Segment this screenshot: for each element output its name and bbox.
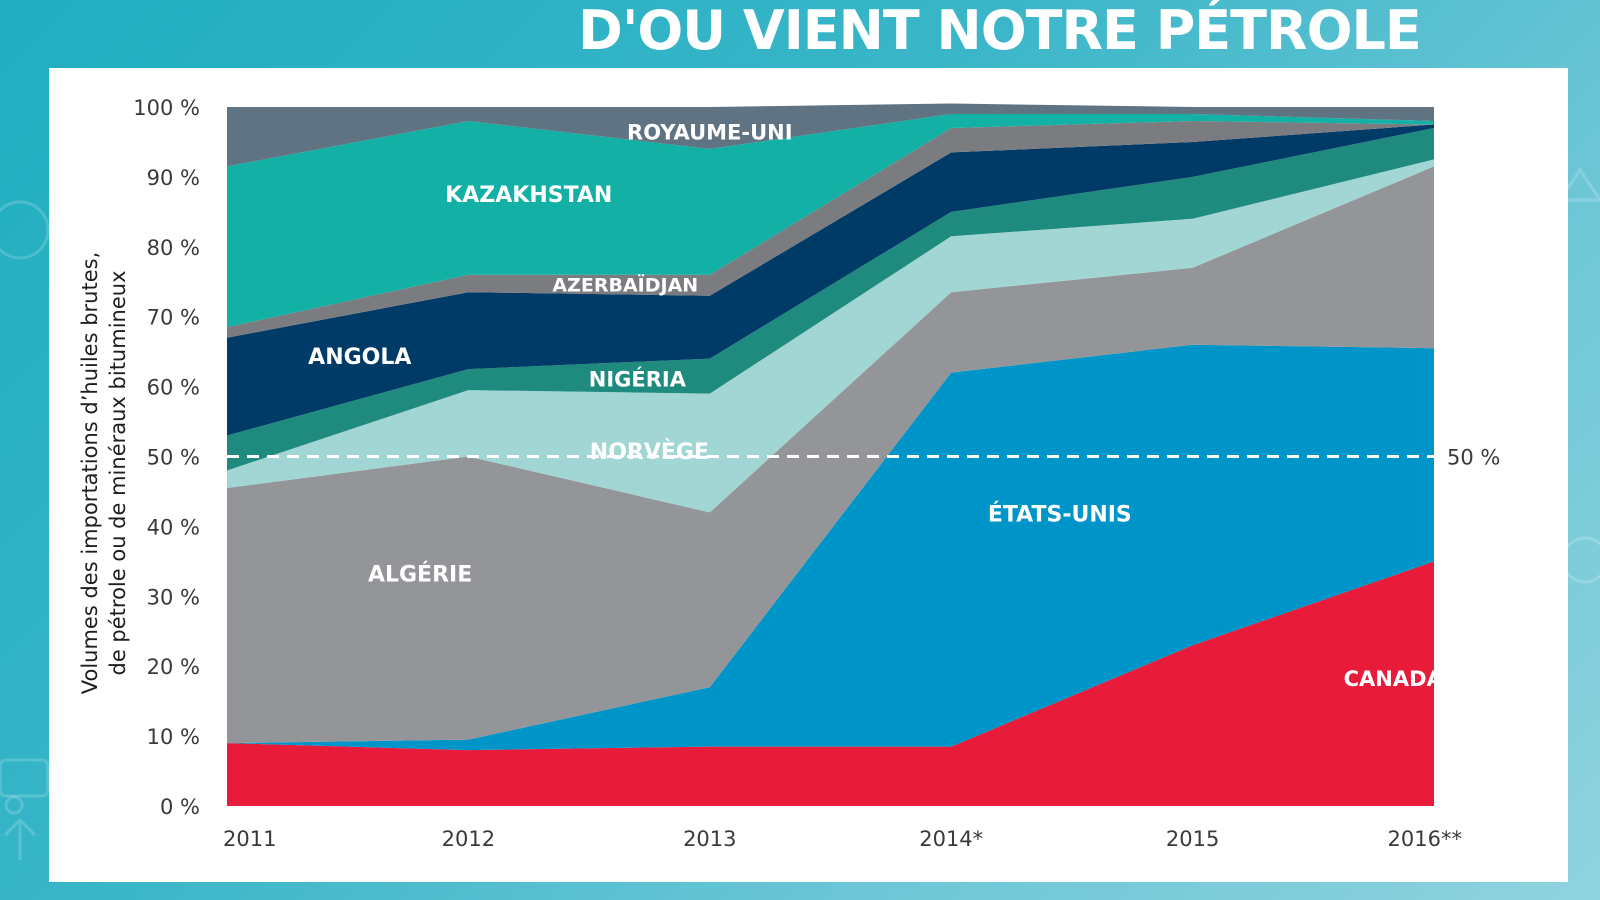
x-tick-label: 2013 [683, 827, 736, 851]
series-label-etats-unis: ÉTATS-UNIS [988, 501, 1132, 527]
series-label-royaume-uni: ROYAUME-UNI [627, 121, 793, 145]
x-tick-label: 2012 [442, 827, 495, 851]
y-tick-label: 90 % [147, 166, 200, 190]
y-tick-label: 60 % [147, 376, 200, 400]
series-label-canada: CANADA¹ [1344, 667, 1452, 691]
area-etats-unis [227, 344, 1434, 751]
y-tick-label: 50 % [147, 446, 200, 470]
area-azerbaidjan [227, 121, 1434, 338]
series-label-norvege: NORVÈGE [590, 439, 709, 465]
y-tick-label: 70 % [147, 306, 200, 330]
series-label-nigeria: NIGÉRIA [589, 366, 687, 391]
y-axis-label-line-1: Volumes des importations d’huiles brutes… [78, 252, 102, 695]
area-royaume-uni [227, 103, 1434, 167]
area-norvege [227, 159, 1434, 513]
x-tick-label: 2016** [1388, 827, 1462, 851]
y-tick-label: 100 % [133, 96, 200, 120]
x-tick-label: 2014* [919, 827, 983, 851]
x-tick-label: 2015 [1166, 827, 1219, 851]
y-tick-label: 10 % [147, 725, 200, 749]
series-label-algerie: ALGÉRIE [368, 562, 472, 588]
reference-layer: 50 % [227, 446, 1500, 470]
x-tick-label: 2011 [223, 827, 276, 851]
area-nigeria [227, 128, 1434, 471]
series-label-azerbaidjan: AZERBAÏDJAN [552, 273, 698, 297]
series-label-layer: CANADA¹ ÉTATS-UNIS ALGÉRIE NORVÈGE NIGÉRIA AN… [308, 121, 1452, 691]
area-kazakhstan [227, 114, 1434, 328]
area-canada [227, 561, 1434, 806]
y-axis-ticks: 0 % 10 % 20 % 30 % 40 % 50 % 60 % 70 % 80 % 90 % 1… [133, 96, 200, 819]
area-algerie [227, 166, 1434, 744]
y-tick-label: 0 % [160, 795, 200, 819]
x-axis-ticks: 2011 2012 2013 2014* 2015 2016** [223, 827, 1462, 851]
series-label-angola: ANGOLA [308, 345, 411, 370]
y-tick-label: 40 % [147, 515, 200, 539]
area-angola [227, 124, 1434, 436]
chart-panel: 50 % CANADA¹ ÉTATS-UNIS ALGÉRIE NORVÈGE NIGÉ… [49, 68, 1568, 882]
series-label-kazakhstan: KAZAKHSTAN [445, 183, 612, 208]
y-tick-label: 20 % [147, 655, 200, 679]
y-tick-label: 30 % [147, 585, 200, 609]
reference-line-label: 50 % [1447, 446, 1500, 470]
y-axis-label-line-2: de pétrole ou de minéraux bitumineux [106, 270, 130, 675]
stacked-area-chart: 50 % CANADA¹ ÉTATS-UNIS ALGÉRIE NORVÈGE NIGÉ… [78, 96, 1500, 851]
page-title: D'OU VIENT NOTRE PÉTROLE [578, 0, 1422, 62]
y-tick-label: 80 % [147, 236, 200, 260]
area-layer [227, 103, 1434, 806]
